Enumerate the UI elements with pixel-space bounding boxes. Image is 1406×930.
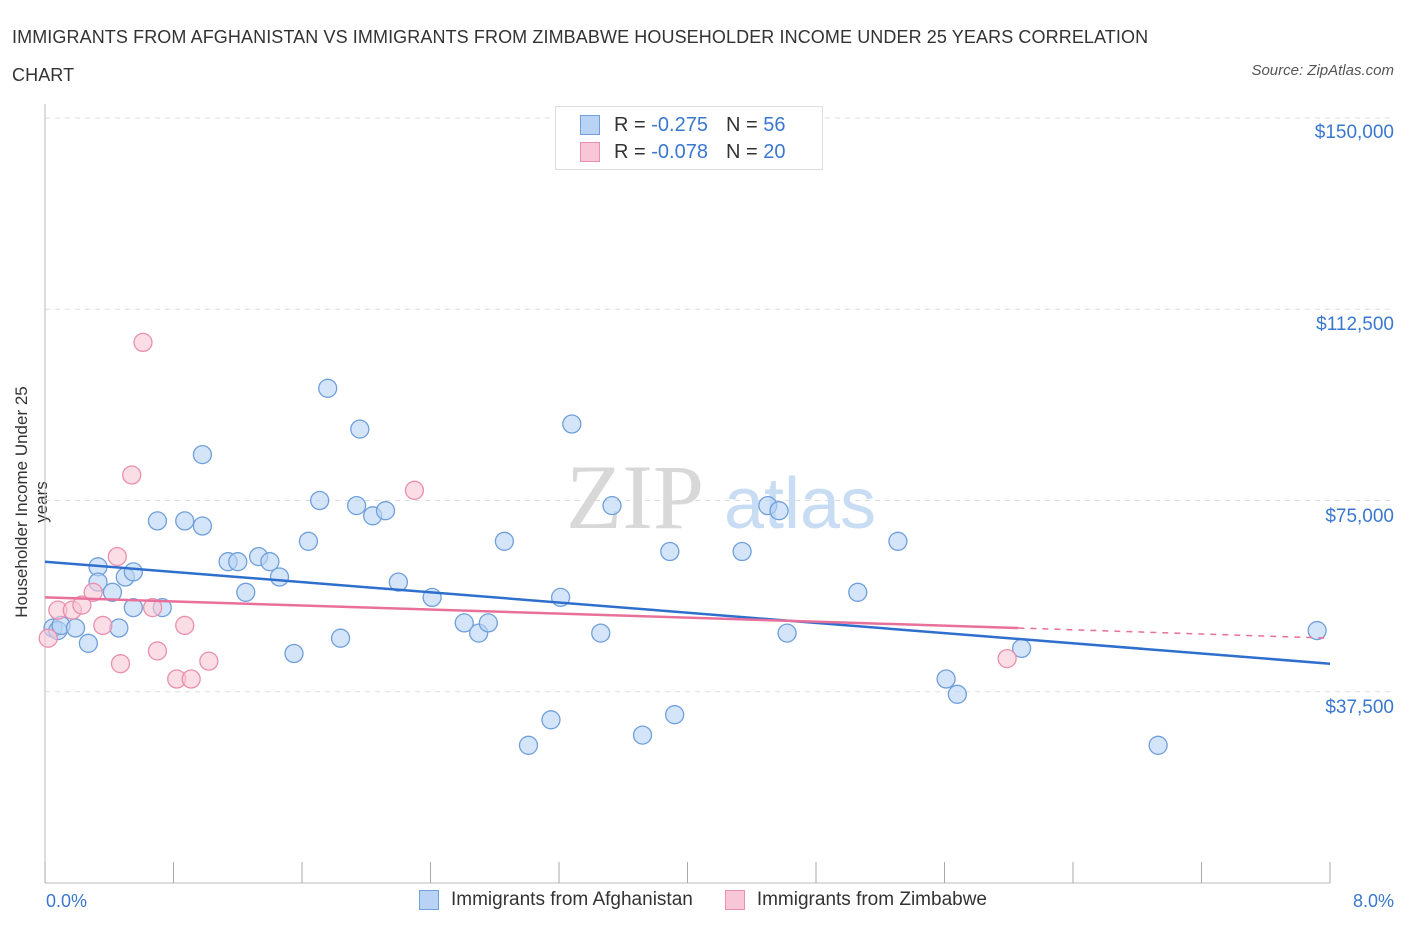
data-point [769,501,789,521]
y-tick-75000: $75,000 [1325,506,1394,527]
r-value: -0.275 [651,113,708,136]
data-point [147,641,168,661]
data-point [109,618,129,638]
data-point [602,495,622,516]
watermark-zip: ZIP [566,446,704,548]
n-label: N = [725,140,758,163]
n-label: N = [725,113,758,136]
n-value: 20 [763,140,786,163]
legend-label-afghanistan: Immigrants from Afghanistan [451,889,693,910]
trend-line-afghanistan [44,560,1331,665]
data-point [518,735,539,755]
data-point [1148,735,1168,755]
legend-item-zimbabwe[interactable]: Immigrants from Zimbabwe [724,889,987,911]
x-tick-max: 8.0% [1352,891,1394,911]
x-tick-min: 0.0% [46,891,88,911]
legend-label-zimbabwe: Immigrants from Zimbabwe [756,889,987,910]
trend-line-zimbabwe-extension [1018,627,1331,639]
data-point [228,552,248,572]
stats-legend: R = -0.275 N = 56 R = -0.078 N = 20 [555,106,823,170]
data-point [260,552,280,572]
data-point [93,615,113,636]
chart-title: IMMIGRANTS FROM AFGHANISTAN VS IMMIGRANT… [12,27,1149,85]
r-label: R = [614,113,646,136]
data-point [310,490,330,511]
data-point [1307,620,1327,641]
data-point [848,582,868,602]
stats-row-afghanistan: R = -0.275 N = 56 [580,113,785,137]
data-point [478,613,498,633]
r-label: R = [614,140,646,163]
data-point [181,669,201,689]
data-point [298,531,319,551]
data-point [269,567,290,587]
watermark: ZIP atlas [566,446,876,548]
series-afghanistan-points [43,378,1327,755]
y-tick-150000: $150,000 [1314,122,1394,143]
data-point [284,643,304,664]
data-point [591,623,611,643]
data-point [123,562,143,582]
data-point [562,414,582,434]
data-point [192,516,213,536]
data-point [947,684,967,704]
data-point [65,618,86,638]
data-point [732,541,752,562]
series-zimbabwe-points [38,332,1017,689]
trend-lines [44,560,1331,665]
data-point [110,654,131,674]
series-legend: Immigrants from Afghanistan Immigrants f… [0,889,1406,911]
trend-line-zimbabwe [44,596,1019,630]
data-point [936,669,956,689]
data-point [199,651,219,671]
data-point [72,595,92,615]
data-point [454,613,474,633]
data-point [236,582,256,602]
data-point [175,615,195,636]
data-point [142,597,163,618]
blue-swatch [580,115,600,135]
pink-swatch [580,142,600,162]
y-tick-112500: $112,500 [1316,314,1394,335]
grid-lines [45,117,1390,693]
source-label: Source: ZipAtlas.com [1251,62,1394,79]
data-point [346,495,367,516]
data-point [147,511,168,531]
data-point [78,633,99,653]
data-point [404,480,425,500]
data-point [777,623,797,643]
data-point [632,725,653,745]
axes [44,104,1331,884]
data-point [660,541,680,562]
blue-swatch [419,890,439,910]
n-value: 56 [763,113,786,136]
data-point [665,705,685,725]
data-point [38,628,58,648]
r-value: -0.078 [651,140,708,163]
data-point [494,531,515,551]
data-point [83,582,103,602]
data-point [102,582,123,602]
data-point [388,572,409,592]
data-point [175,511,195,531]
data-point [192,444,213,465]
data-point [107,546,127,567]
data-point [123,597,143,618]
data-point [888,531,908,551]
legend-item-afghanistan[interactable]: Immigrants from Afghanistan [419,889,693,911]
data-point [330,628,351,648]
data-point [350,419,370,439]
data-point [375,501,396,521]
data-point [541,710,561,730]
data-point [997,648,1017,669]
data-point [318,378,338,398]
data-point [122,465,142,485]
data-point [133,332,153,353]
stats-row-zimbabwe: R = -0.078 N = 20 [580,140,785,164]
pink-swatch [724,890,745,910]
watermark-atlas: atlas [724,464,876,544]
y-tick-37500: $37,500 [1325,697,1394,718]
